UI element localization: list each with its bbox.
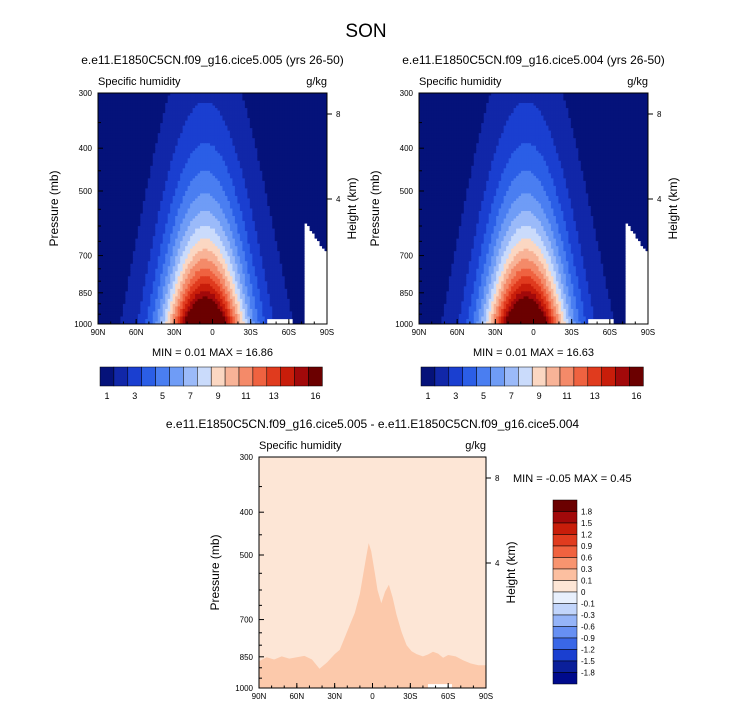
contour-fill <box>98 93 328 325</box>
panel-1: e.e11.E1850C5CN.f09_g16.cice5.005 (yrs 2… <box>47 53 359 401</box>
page-title: SON <box>345 21 386 42</box>
panels: e.e11.E1850C5CN.f09_g16.cice5.005 (yrs 2… <box>47 53 680 701</box>
